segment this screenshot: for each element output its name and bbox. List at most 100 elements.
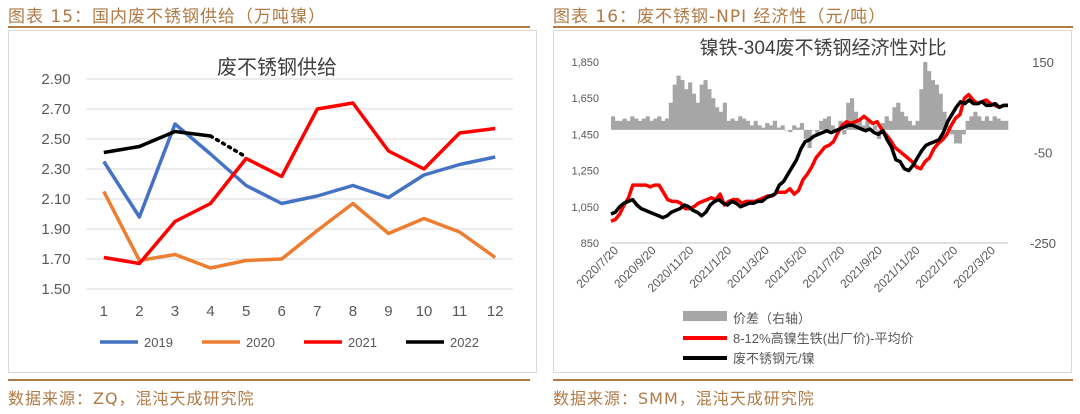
chart-supply: 废不锈钢供给 2.902.702.502.302.101.901.701.50 … xyxy=(8,30,537,373)
spread-bar xyxy=(680,80,685,130)
legend-label-2019: 2019 xyxy=(144,335,173,350)
spread-bar xyxy=(965,120,970,130)
right-source-note: 数据来源：SMM，混沌天成研究院 xyxy=(553,389,815,408)
spread-bar xyxy=(645,116,650,130)
spread-bar xyxy=(996,118,1001,130)
spread-bar xyxy=(880,123,885,130)
y-tick-label: 2.50 xyxy=(41,131,70,148)
spread-bar xyxy=(784,129,789,131)
spread-bar xyxy=(988,120,993,130)
spread-bar xyxy=(815,129,820,135)
chart-supply-title: 废不锈钢供给 xyxy=(217,56,337,79)
left-title-rule xyxy=(8,26,530,28)
spread-bar xyxy=(892,107,897,130)
spread-bar xyxy=(780,125,785,130)
spread-bar xyxy=(676,75,681,130)
spread-bar xyxy=(792,125,797,130)
series-line-2020 xyxy=(102,190,497,270)
right-title-rule xyxy=(553,26,1073,28)
spread-bar xyxy=(865,120,870,130)
spread-bar xyxy=(688,82,693,130)
left-bottom-rule xyxy=(8,379,530,381)
y-tick-label: 2.70 xyxy=(41,101,70,118)
legend-label-2022: 2022 xyxy=(450,335,479,350)
spread-bar xyxy=(799,123,805,130)
legend-label: 8-12%高镍生铁(出厂价)-平均价 xyxy=(733,331,914,346)
spread-bar xyxy=(664,118,670,130)
spread-bar xyxy=(938,93,943,130)
spread-bar xyxy=(707,89,712,130)
spread-bar xyxy=(711,98,716,130)
chart-economics-title: 镍铁-304废不锈钢经济性对比 xyxy=(699,37,946,59)
y-tick-label: 1.50 xyxy=(41,281,70,298)
spread-bar xyxy=(884,116,889,130)
y2-tick-label: -250 xyxy=(1030,236,1056,251)
spread-bar xyxy=(734,120,739,130)
spread-bar xyxy=(745,120,751,130)
spread-bar xyxy=(649,120,654,130)
spread-bar xyxy=(849,98,855,130)
spread-bar xyxy=(661,120,666,130)
spread-bar xyxy=(788,129,793,133)
spread-bar xyxy=(923,62,928,130)
y-tick-label: 1,850 xyxy=(571,57,599,69)
spread-bar xyxy=(896,102,901,130)
spread-bar xyxy=(969,116,974,130)
x-tick-label: 10 xyxy=(416,303,433,320)
x-tick-label: 1 xyxy=(100,303,108,320)
spread-bar xyxy=(907,120,912,130)
spread-bar xyxy=(626,120,631,130)
spread-bar xyxy=(961,129,966,135)
spread-bar xyxy=(1004,120,1009,130)
series-line-废不锈钢元/镍 xyxy=(610,98,1008,220)
left-figure-title: 图表 15：国内废不锈钢供给（万吨镍） xyxy=(8,7,327,27)
spread-bar xyxy=(919,89,924,130)
x-tick-label: 2 xyxy=(135,303,143,320)
spread-bar xyxy=(942,111,947,130)
spread-bar xyxy=(765,123,770,130)
spread-bar xyxy=(873,125,878,130)
spread-bar xyxy=(811,129,816,131)
x-tick-label: 7 xyxy=(313,303,321,320)
x-tick-label: 9 xyxy=(384,303,392,320)
spread-bar xyxy=(761,127,766,130)
spread-bar xyxy=(1000,120,1005,130)
spread-bar xyxy=(934,84,939,130)
spread-bar xyxy=(857,120,862,130)
spread-bar xyxy=(927,71,932,130)
spread-bar xyxy=(957,129,963,144)
spread-bar xyxy=(672,84,677,130)
y-tick-label: 1.70 xyxy=(41,251,70,268)
spread-bar xyxy=(749,125,754,130)
y-tick-label: 2.10 xyxy=(41,191,70,208)
spread-bar xyxy=(973,111,978,130)
spread-bar xyxy=(684,89,689,130)
spread-bar xyxy=(618,120,623,130)
spread-bar xyxy=(630,116,635,130)
x-tick-label: 5 xyxy=(242,303,250,320)
spread-bar xyxy=(753,120,758,130)
x-tick-label: 8 xyxy=(349,303,357,320)
x-tick-label: 12 xyxy=(487,303,504,320)
spread-bar xyxy=(903,116,909,130)
spread-bar xyxy=(776,127,781,130)
spread-bar xyxy=(984,116,990,130)
spread-bar xyxy=(634,118,639,130)
spread-bar xyxy=(726,120,731,130)
legend-label: 价差（右轴） xyxy=(733,311,811,326)
spread-bar xyxy=(846,102,851,130)
spread-bar xyxy=(699,84,704,130)
spread-bar xyxy=(830,125,835,130)
legend-swatch-spread xyxy=(683,311,727,321)
spread-bar xyxy=(695,102,700,130)
x-tick-label: 3 xyxy=(171,303,179,320)
x-tick-label: 4 xyxy=(206,303,214,320)
x-tick-label: 6 xyxy=(278,303,286,320)
y-tick-label: 1,450 xyxy=(571,129,599,141)
spread-bar xyxy=(641,118,646,130)
spread-bar xyxy=(954,129,959,144)
series-line-8-12%高镍生铁(出厂价)-平均价 xyxy=(610,92,1008,223)
spread-bar xyxy=(888,120,893,130)
spread-bar xyxy=(657,116,662,130)
spread-bar xyxy=(822,118,828,130)
